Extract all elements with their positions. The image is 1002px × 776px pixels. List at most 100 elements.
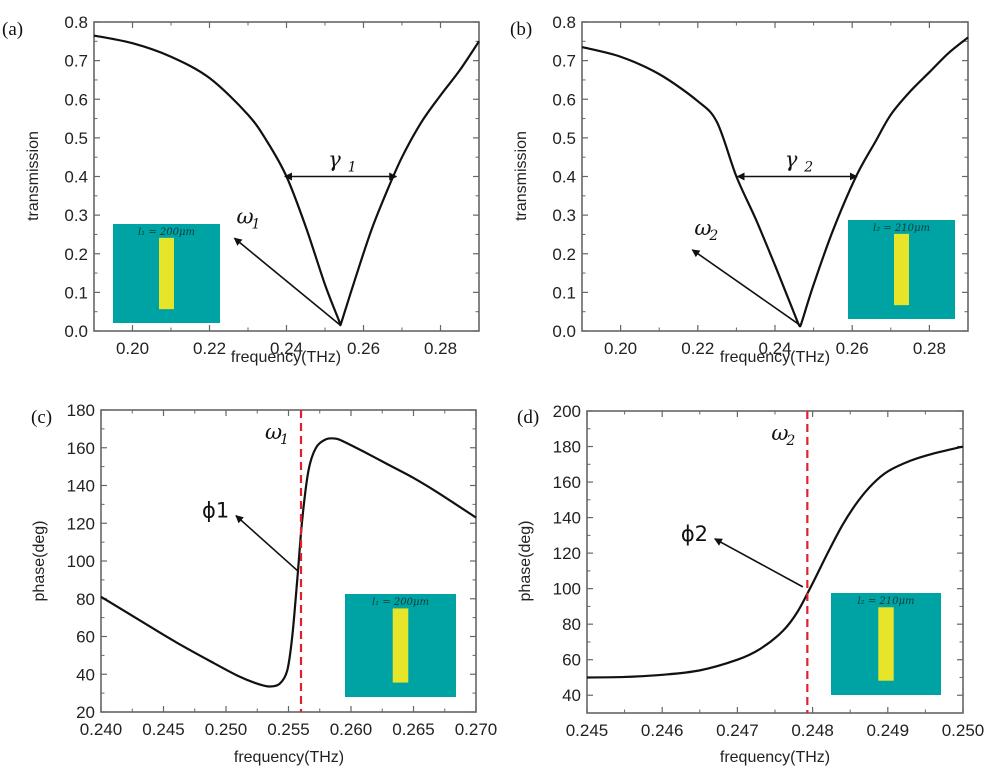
panel-label: (d)	[517, 407, 539, 428]
resonance-label: ω	[771, 421, 788, 445]
y-tick-label: 0.7	[552, 52, 576, 71]
y-tick-label: 0.5	[552, 129, 576, 148]
resonance-label: ω	[237, 204, 254, 228]
x-tick-label: 0.26	[347, 339, 380, 358]
linewidth-label: γ	[785, 148, 798, 172]
series-line-phase	[586, 445, 964, 679]
resonance-arrow	[691, 249, 801, 326]
x-tick-label: 0.255	[267, 720, 310, 739]
inset-resonator-bar	[392, 608, 409, 683]
x-tick-label: 0.240	[80, 720, 123, 739]
x-tick-label: 0.249	[867, 721, 910, 740]
y-tick-label: 0.8	[552, 13, 576, 32]
x-tick-label: 0.245	[142, 720, 185, 739]
x-tick-label: 0.28	[424, 339, 457, 358]
series-line-phase	[100, 437, 477, 688]
y-tick-label: 0.2	[552, 245, 576, 264]
y-tick-label: 120	[553, 544, 581, 563]
y-tick-label: 0.3	[552, 206, 576, 225]
panel-c: (c) frequency(THz) phase(deg)	[31, 407, 344, 766]
x-tick-label: 0.246	[641, 721, 684, 740]
y-tick-label: 0.6	[64, 90, 88, 109]
x-tick-label: 0.22	[681, 339, 714, 358]
inset-resonator-bar	[878, 607, 894, 681]
plot-c: 0.240 0.245 0.250 0.255 0.260 0.265 0.270 20 40 6…	[67, 401, 498, 739]
y-tick-label: 0.4	[64, 168, 88, 187]
inset-label: l₂ = 210μm	[873, 223, 930, 234]
y-tick-label: 40	[562, 686, 581, 705]
panel-label: (a)	[2, 19, 23, 40]
y-axis-label: phase(deg)	[517, 521, 534, 602]
y-tick-label: 0.3	[64, 206, 88, 225]
resonance-subscript: 2	[785, 433, 795, 449]
resonance-subscript: 2	[708, 228, 718, 244]
unit-cell-inset: l₁ = 200μm	[113, 224, 220, 323]
panel-b: (b) frequency(THz) transmission	[510, 19, 830, 366]
inset-label: l₁ = 200μm	[138, 227, 195, 238]
phase-label: ϕ2	[681, 522, 708, 546]
y-tick-label: 120	[67, 514, 95, 533]
x-tick-label: 0.20	[604, 339, 637, 358]
y-tick-label: 200	[553, 402, 581, 421]
unit-cell-inset: l₂ = 210μm	[831, 593, 941, 695]
y-tick-label: 0.1	[552, 283, 576, 302]
linewidth-label: γ	[328, 148, 341, 172]
x-tick-label: 0.26	[836, 339, 869, 358]
panel-label: (c)	[31, 407, 52, 428]
x-tick-label: 0.248	[791, 721, 834, 740]
y-tick-label: 140	[67, 477, 95, 496]
y-tick-label: 0.5	[64, 129, 88, 148]
y-tick-label: 100	[67, 552, 95, 571]
y-tick-label: 160	[67, 439, 95, 458]
inset-label: l₁ = 200μm	[372, 597, 429, 608]
x-axis-label: frequency(THz)	[720, 349, 830, 366]
linewidth-subscript: 2	[803, 160, 813, 176]
plot-a: 0.20 0.22 0.24 0.26 0.28 0.0 0.1 0.2 0.3 0.4 0.5 0.…	[64, 13, 480, 358]
x-tick-label: 0.24	[270, 339, 303, 358]
unit-cell-inset: l₁ = 200μm	[345, 594, 456, 697]
y-tick-label: 0.7	[64, 52, 88, 71]
phase-arrow	[713, 538, 804, 588]
y-tick-label: 0.4	[552, 168, 576, 187]
inset-resonator-bar	[894, 233, 909, 306]
x-axis-label: frequency(THz)	[234, 749, 344, 766]
x-tick-label: 0.260	[330, 720, 373, 739]
inset-resonator-bar	[159, 237, 174, 310]
linewidth-subscript: 1	[348, 160, 357, 176]
y-tick-label: 60	[562, 651, 581, 670]
panel-label: (b)	[510, 19, 532, 40]
y-tick-label: 180	[67, 401, 95, 420]
y-tick-label: 0.2	[64, 245, 88, 264]
panel-d: (d) frequency(THz) phase(deg)	[517, 407, 830, 766]
resonance-label: ω	[265, 420, 282, 444]
x-tick-label: 0.22	[193, 339, 226, 358]
x-tick-label: 0.265	[392, 720, 435, 739]
x-tick-label: 0.20	[116, 339, 149, 358]
resonance-subscript: 1	[252, 216, 261, 232]
y-tick-label: 40	[76, 665, 95, 684]
y-tick-label: 0.0	[64, 322, 88, 341]
unit-cell-inset: l₂ = 210μm	[848, 220, 955, 319]
resonance-arrow	[233, 237, 341, 326]
phase-label: ϕ1	[202, 499, 229, 523]
x-tick-label: 0.270	[455, 720, 498, 739]
y-axis-label: transmission	[513, 131, 530, 221]
y-tick-label: 160	[553, 473, 581, 492]
x-tick-label: 0.28	[913, 339, 946, 358]
x-tick-label: 0.250	[205, 720, 248, 739]
x-axis-label: frequency(THz)	[231, 349, 341, 366]
x-tick-label: 0.250	[942, 721, 985, 740]
inset-label: l₂ = 210μm	[857, 596, 914, 607]
plot-d: 0.245 0.246 0.247 0.248 0.249 0.250 40 60 80 100 1…	[553, 402, 985, 740]
y-tick-label: 60	[76, 628, 95, 647]
resonance-subscript: 1	[280, 432, 289, 448]
y-tick-label: 0.0	[552, 322, 576, 341]
x-tick-label: 0.245	[566, 721, 609, 740]
resonance-label: ω	[694, 216, 711, 240]
y-tick-label: 80	[76, 590, 95, 609]
y-tick-label: 80	[562, 615, 581, 634]
plot-b: 0.20 0.22 0.24 0.26 0.28 0.0 0.1 0.2 0.3 0.4 0.5 0.…	[552, 13, 969, 358]
x-axis-label: frequency(THz)	[720, 749, 830, 766]
x-tick-label: 0.24	[758, 339, 791, 358]
